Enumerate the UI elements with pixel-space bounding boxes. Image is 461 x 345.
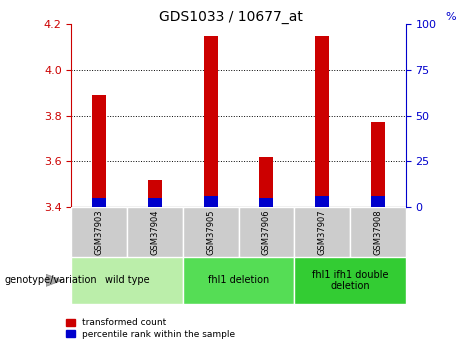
Text: GSM37905: GSM37905 bbox=[206, 209, 215, 255]
Text: GSM37904: GSM37904 bbox=[150, 209, 160, 255]
Bar bbox=[315, 36, 329, 207]
Bar bbox=[315, 196, 329, 207]
Bar bbox=[371, 196, 385, 207]
Bar bbox=[71, 257, 183, 304]
Bar bbox=[183, 257, 294, 304]
Bar bbox=[260, 157, 273, 207]
Bar bbox=[92, 198, 106, 207]
Text: GDS1033 / 10677_at: GDS1033 / 10677_at bbox=[159, 10, 302, 24]
Text: wild type: wild type bbox=[105, 275, 149, 285]
Bar bbox=[260, 198, 273, 207]
Bar bbox=[127, 207, 183, 257]
Text: %: % bbox=[446, 12, 456, 22]
Bar bbox=[294, 257, 406, 304]
Bar bbox=[371, 122, 385, 207]
Bar bbox=[148, 198, 162, 207]
Legend: transformed count, percentile rank within the sample: transformed count, percentile rank withi… bbox=[65, 317, 237, 341]
Text: genotype/variation: genotype/variation bbox=[5, 275, 97, 285]
Text: fhl1 ifh1 double
deletion: fhl1 ifh1 double deletion bbox=[312, 269, 388, 291]
Bar bbox=[294, 207, 350, 257]
Bar bbox=[92, 95, 106, 207]
Bar bbox=[148, 179, 162, 207]
Text: GSM37903: GSM37903 bbox=[95, 209, 104, 255]
Bar bbox=[350, 207, 406, 257]
Text: GSM37908: GSM37908 bbox=[373, 209, 382, 255]
Bar bbox=[71, 207, 127, 257]
Bar bbox=[204, 36, 218, 207]
Text: GSM37907: GSM37907 bbox=[318, 209, 327, 255]
Bar bbox=[204, 196, 218, 207]
Text: fhl1 deletion: fhl1 deletion bbox=[208, 275, 269, 285]
Bar bbox=[238, 207, 294, 257]
Polygon shape bbox=[46, 274, 62, 286]
Text: GSM37906: GSM37906 bbox=[262, 209, 271, 255]
Bar bbox=[183, 207, 238, 257]
